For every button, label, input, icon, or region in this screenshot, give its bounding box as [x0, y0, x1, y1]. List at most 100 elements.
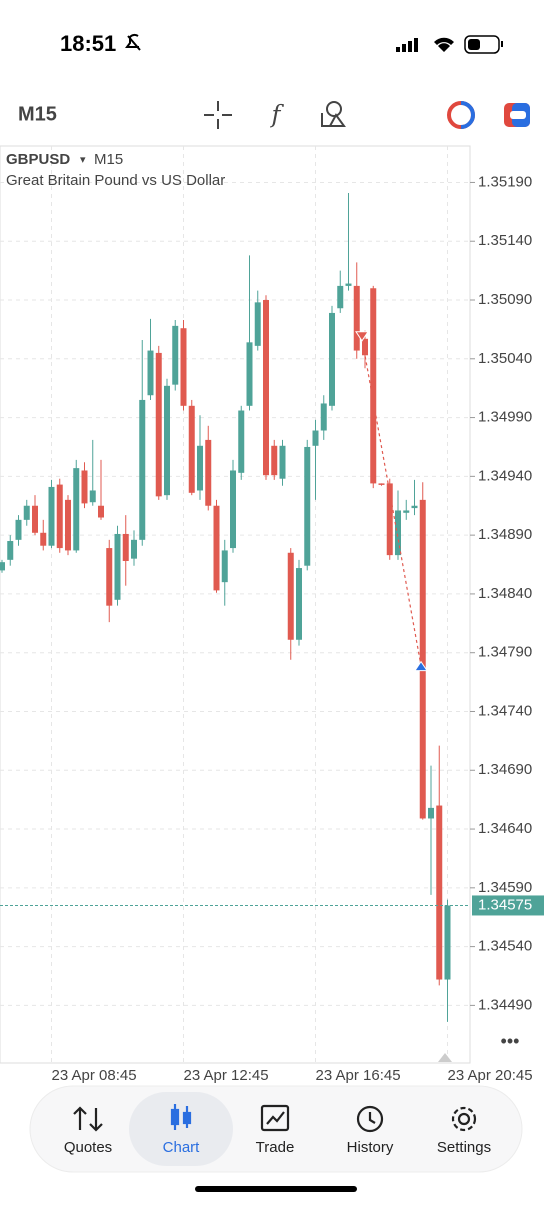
nav-label[interactable]: Chart — [163, 1139, 201, 1156]
candle-body — [7, 541, 14, 560]
y-tick-label: 1.34790 — [478, 644, 532, 661]
candle-body — [180, 328, 187, 406]
symbol: GBPUSD — [6, 151, 70, 168]
nav-icon-part — [451, 1106, 477, 1132]
y-tick-label: 1.34690 — [478, 761, 532, 778]
nav-label[interactable]: Quotes — [64, 1139, 112, 1156]
home-indicator — [195, 1186, 357, 1192]
candle-body — [428, 807, 434, 819]
trade-button[interactable] — [447, 101, 475, 129]
candle-body — [73, 468, 80, 551]
candle-body — [419, 499, 426, 819]
candle-body — [205, 439, 212, 506]
candle-body — [114, 533, 121, 600]
candle-body — [378, 483, 385, 485]
candle-body — [403, 510, 410, 513]
candles — [0, 193, 451, 1022]
candle-body — [345, 283, 352, 286]
x-tick-label: 23 Apr 08:45 — [52, 1067, 137, 1084]
candle-body — [23, 505, 30, 520]
y-tick-label: 1.34590 — [478, 879, 532, 896]
nav-label[interactable]: History — [347, 1139, 394, 1156]
symbol-dropdown[interactable]: ▾ — [80, 154, 86, 166]
last-price-label: 1.34575 — [478, 896, 532, 913]
nav-icon-part — [173, 1104, 189, 1130]
y-tick-label: 1.34840 — [478, 585, 532, 602]
candle-body — [395, 510, 401, 556]
candle-body — [444, 905, 451, 980]
candle-body — [0, 562, 5, 571]
candle-body — [122, 533, 129, 562]
candle-body — [221, 550, 228, 583]
nav-icon-part — [266, 1111, 285, 1125]
nav-items: Quotes Chart Trade History Settings — [64, 1092, 491, 1166]
candle-body — [15, 519, 22, 540]
candle-body — [164, 385, 170, 496]
candle-body — [197, 445, 203, 491]
status-icons — [125, 33, 503, 54]
candle-body — [155, 352, 162, 497]
nav-icon-part — [73, 1106, 103, 1132]
candle-body — [81, 470, 88, 504]
candle-body — [296, 568, 302, 640]
nav-label[interactable]: Trade — [256, 1139, 295, 1156]
nav-icon[interactable] — [356, 1105, 384, 1133]
candle-body — [131, 539, 137, 559]
candle-body — [329, 312, 335, 406]
nav-icon[interactable] — [170, 1104, 192, 1130]
candle-body — [370, 288, 377, 484]
nav-icon[interactable] — [451, 1106, 477, 1132]
scroll-end-marker[interactable] — [438, 1053, 452, 1062]
buy-marker — [414, 660, 428, 672]
candle-body — [254, 302, 261, 346]
candle-body — [172, 325, 179, 385]
candle-body — [386, 483, 393, 556]
y-tick-label: 1.34740 — [478, 702, 532, 719]
plot-frame — [0, 145, 471, 1064]
timeframe-button[interactable]: M15 — [18, 103, 57, 125]
candle-body — [337, 285, 344, 309]
y-tick-label: 1.35190 — [478, 173, 532, 190]
candle-body — [32, 505, 38, 533]
nav-active-pill — [129, 1092, 233, 1166]
nav-icon[interactable] — [73, 1106, 103, 1132]
candle-body — [320, 403, 327, 431]
candle-body — [436, 805, 443, 980]
candle-body — [271, 445, 278, 476]
candle-body — [213, 505, 220, 591]
candle-body — [411, 505, 418, 509]
y-tick-label: 1.34890 — [478, 526, 532, 543]
nav-icon[interactable] — [260, 1104, 290, 1132]
candle-body — [147, 350, 154, 396]
y-tick-label: 1.34490 — [478, 996, 532, 1013]
trade-line — [361, 338, 422, 666]
symbol-description: Great Britain Pound vs US Dollar — [6, 172, 225, 189]
x-tick-label: 23 Apr 20:45 — [448, 1067, 533, 1084]
candle-body — [230, 470, 236, 549]
more-button[interactable]: ••• — [501, 1031, 520, 1051]
y-tick-label: 1.34990 — [478, 409, 532, 426]
x-tick-label: 23 Apr 16:45 — [316, 1067, 401, 1084]
nav-icon-part — [356, 1105, 384, 1133]
candle-body — [279, 445, 286, 479]
candle-body — [56, 484, 63, 549]
last-price-box — [472, 895, 544, 916]
clock: 18:51 — [60, 31, 116, 56]
crosshair-button[interactable] — [204, 101, 232, 129]
candle-body — [353, 285, 360, 351]
nav-label[interactable]: Settings — [437, 1139, 491, 1156]
candle-body — [304, 446, 311, 566]
candle-body — [40, 532, 47, 546]
candle-body — [89, 490, 96, 503]
candle-body — [263, 300, 269, 476]
candle-body — [139, 399, 146, 540]
candle-body — [362, 338, 368, 356]
nav-icon-part — [457, 1112, 471, 1126]
candle-body — [65, 499, 71, 551]
account-button[interactable] — [504, 103, 530, 127]
y-tick-label: 1.35140 — [478, 232, 532, 249]
objects-button[interactable] — [321, 101, 346, 127]
